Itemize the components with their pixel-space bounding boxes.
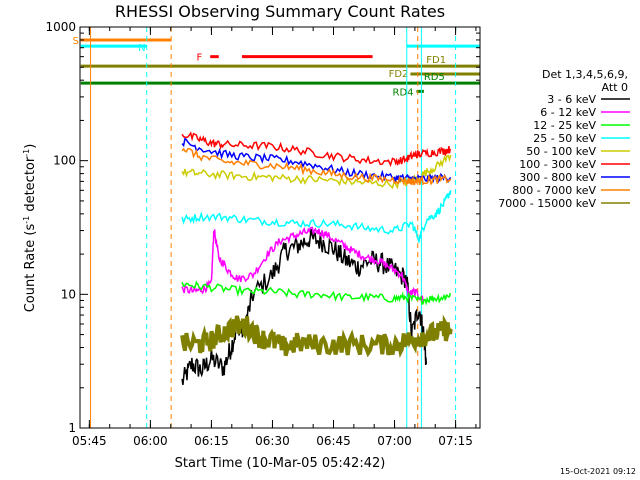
flag-label-f: F [196, 53, 202, 64]
series-line-1 [181, 226, 425, 303]
legend-label-0: 3 - 6 keV [547, 93, 596, 106]
x-tick-label: 06:45 [316, 434, 351, 448]
y-axis-label: Count Rate (s-1 detector-1) [22, 144, 38, 313]
flag-label-rd5: RD5 [424, 72, 445, 83]
y-tick-label: 100 [53, 154, 76, 168]
y-axis-label-part1: Count Rate (s [23, 224, 38, 313]
x-tick-label: 05:45 [72, 434, 107, 448]
axes: 1 10 100 1000 05:45 06:00 06:15 06:30 06:45 07:00… [45, 20, 480, 448]
legend-label-8: 7000 - 15000 keV [498, 197, 596, 210]
legend-label-3: 25 - 50 keV [533, 132, 596, 145]
y-tick-label: 10 [61, 287, 76, 301]
flag-label-fd2: FD2 [389, 69, 409, 80]
y-axis-label-part2: detector [23, 156, 38, 216]
transition-lines [90, 27, 457, 428]
series-line-8 [180, 314, 453, 359]
flag-label-n: N [138, 43, 145, 54]
legend-header-2: Att 0 [602, 81, 628, 94]
y-axis-label-sup1: -1 [22, 216, 31, 224]
x-tick-label: 07:00 [377, 434, 412, 448]
series-line-2 [181, 280, 452, 306]
legend-label-4: 50 - 100 keV [526, 145, 596, 158]
flag-label-rd4: RD4 [393, 87, 414, 98]
y-tick-label: 1000 [45, 20, 76, 34]
x-tick-label: 06:30 [255, 434, 290, 448]
series-line-3 [181, 190, 452, 243]
legend-label-6: 300 - 800 keV [519, 171, 596, 184]
x-tick-label: 06:00 [133, 434, 168, 448]
y-axis-label-sup2: -1 [22, 149, 31, 157]
series-line-5 [181, 131, 452, 168]
legend-label-1: 6 - 12 keV [540, 106, 596, 119]
timestamp: 15-Oct-2021 09:12 [560, 467, 636, 476]
legend-label-2: 12 - 25 keV [533, 119, 596, 132]
series-line-7 [181, 147, 452, 186]
y-tick-label: 1 [68, 421, 76, 435]
legend-header-1: Det 1,3,4,5,6,9, [542, 68, 628, 81]
flag-label-fd1: FD1 [426, 55, 446, 66]
x-tick-label: 07:15 [438, 434, 473, 448]
chart-title: RHESSI Observing Summary Count Rates [115, 2, 445, 21]
series-group [180, 131, 453, 385]
y-axis-label-part3: ) [23, 144, 38, 149]
legend-label-5: 100 - 300 keV [519, 158, 596, 171]
flag-label-s: S [72, 36, 78, 47]
legend-label-7: 800 - 7000 keV [512, 184, 596, 197]
x-tick-label: 06:15 [194, 434, 229, 448]
plot-frame [79, 26, 481, 429]
x-axis-label: Start Time (10-Mar-05 05:42:42) [175, 456, 386, 471]
